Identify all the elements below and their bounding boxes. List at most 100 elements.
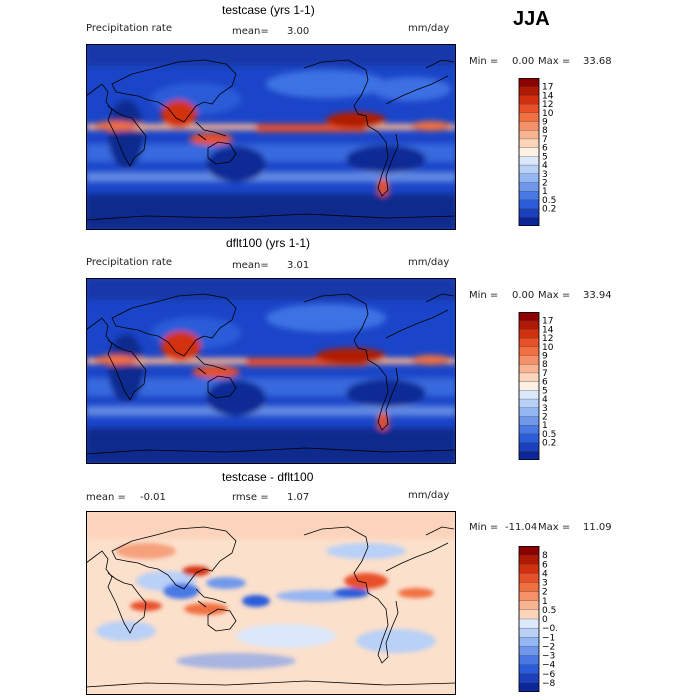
panel3-colorbar-tick-label: −8 <box>542 679 556 689</box>
panel1-colorbar-tick-label: 5 <box>542 152 548 162</box>
panel1-colorbar-tick-label: 6 <box>542 144 548 154</box>
panel1-colorbar-swatch <box>518 130 540 140</box>
panel2-colorbar-swatch <box>518 398 540 409</box>
panel3-units: mm/day <box>408 490 450 501</box>
panel3-colorbar-swatch <box>518 609 540 620</box>
panel2-colorbar-tick-label: 9 <box>542 352 548 362</box>
panel1-colorbar-swatch <box>518 208 540 218</box>
panel3-frame <box>86 511 456 695</box>
panel3-map <box>86 511 456 695</box>
panel3-colorbar-tick-label: 0 <box>542 615 548 625</box>
panel2-colorbar-swatch <box>518 451 540 460</box>
panel2-units: mm/day <box>408 257 450 268</box>
panel2-coastlines <box>86 293 456 455</box>
panel2-colorbar-tick-label: 0.5 <box>542 430 556 440</box>
panel1-colorbar-tick-label: 9 <box>542 118 548 128</box>
panel3-rmse-label: rmse = <box>232 492 269 503</box>
panel2-colorbar-swatch <box>518 312 540 322</box>
panel1-colorbar-tick-label: 1 <box>542 187 548 197</box>
panel3-colorbar-swatch <box>518 646 540 656</box>
panel1-colorbar-swatch <box>518 156 540 166</box>
panel2-colorbar-swatch <box>518 381 540 391</box>
panel2-variable-label: Precipitation rate <box>86 257 172 268</box>
panel3-colorbar-swatch <box>518 554 540 565</box>
panel3-colorbar-tick-label: 4 <box>542 569 548 579</box>
panel1-frame <box>86 44 456 230</box>
panel2-colorbar-swatch <box>518 442 540 452</box>
panel1-min-value: 0.00 <box>512 56 535 67</box>
panel2-colorbar-swatch <box>518 372 540 383</box>
panel2-colorbar-tick-label: 2 <box>542 412 548 422</box>
season-label: JJA <box>513 8 550 30</box>
panel1-title: testcase (yrs 1-1) <box>222 3 315 17</box>
panel3-colorbar-tick-label: 6 <box>542 560 548 570</box>
panel3-colorbar-tick-label: −4 <box>542 661 556 671</box>
panel2-colorbar-tick-label: 14 <box>542 325 554 335</box>
panel3-colorbar-outline <box>518 546 540 692</box>
panel3-colorbar-swatch <box>518 618 540 629</box>
panel2-colorbar-tick-label: 10 <box>542 343 554 353</box>
panel1-colorbar-swatch <box>518 173 540 183</box>
panel3-rmse-value: 1.07 <box>287 492 310 503</box>
panel3-colorbar-tick-label: 0.5 <box>542 606 556 616</box>
panel2-colorbar-swatch <box>518 346 540 356</box>
panel1-colorbar-swatch <box>518 138 540 149</box>
panel2-colorbar-swatch <box>518 337 540 348</box>
panel1-coastlines <box>86 59 456 221</box>
panel3-colorbar-swatch <box>518 637 540 647</box>
panel2-colorbar-swatch <box>518 329 540 339</box>
panel1-colorbar-swatch <box>518 191 540 201</box>
panel2-colorbar-swatch <box>518 364 540 374</box>
panel3-colorbar-swatch <box>518 673 540 684</box>
panel1-colorbar-tick-label: 8 <box>542 126 548 136</box>
panel2-colorbar-swatch <box>518 355 540 365</box>
panel1-mean-label: mean= <box>232 26 269 37</box>
panel1-colorbar-swatch <box>518 112 540 122</box>
panel3-max-label: Max = <box>538 522 571 533</box>
panel3-colorbar-swatch <box>518 627 540 638</box>
panel3-colorbar-swatch <box>518 582 540 593</box>
panel1-colorbar-swatch <box>518 199 540 210</box>
panel2-colorbar-tick-label: 3 <box>542 404 548 414</box>
panel1-colorbar-outline <box>518 78 540 226</box>
panel1-variable-label: Precipitation rate <box>86 23 172 34</box>
panel1-colorbar-swatch <box>518 182 540 192</box>
panel3-coastlines <box>86 526 456 688</box>
panel2-min-label: Min = <box>469 290 499 301</box>
panel1-colorbar-tick-label: 2 <box>542 178 548 188</box>
panel2-colorbar-tick-label: 6 <box>542 378 548 388</box>
panel2-colorbar-swatch <box>518 320 540 330</box>
panel3-colorbar-swatch <box>518 546 540 556</box>
panel2-colorbar-swatch <box>518 416 540 426</box>
panel2-colorbar-tick-label: 0.2 <box>542 439 556 449</box>
panel2-colorbar-tick-label: 8 <box>542 360 548 370</box>
panel2-title: dflt100 (yrs 1-1) <box>226 236 311 250</box>
panel1-colorbar-tick-label: 4 <box>542 161 548 171</box>
panel3-colorbar-tick-label: 3 <box>542 579 548 589</box>
panel2-max-label: Max = <box>538 290 571 301</box>
panel2-colorbar-tick-label: 1 <box>542 421 548 431</box>
panel1-colorbar-tick-label: 12 <box>542 100 553 110</box>
panel3-colorbar-tick-label: 1 <box>542 597 548 607</box>
panel1-colorbar-swatch <box>518 78 540 88</box>
panel2-colorbar-outline <box>518 312 540 460</box>
panel1-mean-value: 3.00 <box>287 26 310 37</box>
panel3-colorbar-tick-label: −1 <box>542 633 555 643</box>
panel2-colorbar-tick-label: 4 <box>542 395 548 405</box>
panel3-min-label: Min = <box>469 522 499 533</box>
panel1-map <box>86 44 456 230</box>
panel1-colorbar-tick-label: 0.2 <box>542 205 556 215</box>
panel2-colorbar-swatch <box>518 425 540 435</box>
panel1-colorbar-tick-label: 0.5 <box>542 196 556 206</box>
panel2-frame <box>86 278 456 464</box>
panel1-max-label: Max = <box>538 56 571 67</box>
panel1-colorbar-swatch <box>518 86 540 96</box>
panel3-mean-label: mean = <box>86 492 126 503</box>
panel3-colorbar-tick-label: −6 <box>542 670 556 680</box>
panel1-colorbar-swatch <box>518 103 540 114</box>
panel3-colorbar-swatch <box>518 655 540 666</box>
panel1-min-label: Min = <box>469 56 499 67</box>
panel2-max-value: 33.94 <box>583 290 612 301</box>
